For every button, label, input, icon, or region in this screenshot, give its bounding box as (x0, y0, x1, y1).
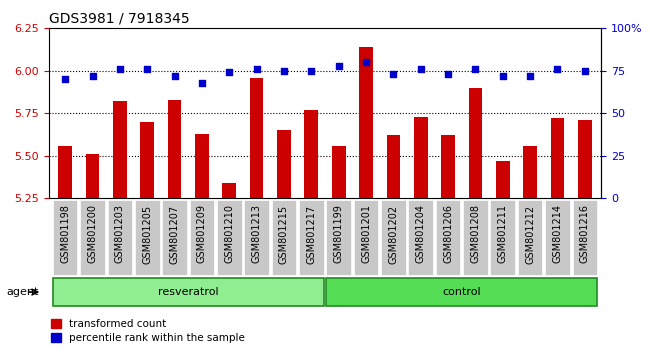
Bar (304, 110, 318, 198)
Legend: transformed count, percentile rank within the sample: transformed count, percentile rank withi… (51, 319, 245, 343)
FancyBboxPatch shape (381, 200, 406, 275)
Point (87, 73, 98, 79)
FancyBboxPatch shape (408, 200, 433, 275)
Point (525, 73, 536, 79)
Point (552, 66, 563, 72)
FancyBboxPatch shape (190, 200, 214, 275)
Point (170, 73, 180, 79)
FancyBboxPatch shape (436, 200, 460, 275)
Text: GSM801214: GSM801214 (552, 205, 562, 263)
Text: GSM801209: GSM801209 (197, 205, 207, 263)
Bar (387, 135, 400, 198)
Text: GSM801211: GSM801211 (498, 205, 508, 263)
FancyBboxPatch shape (107, 200, 132, 275)
Text: GSM801213: GSM801213 (252, 205, 261, 263)
Point (443, 72, 453, 77)
Text: GSM801202: GSM801202 (389, 205, 398, 264)
FancyBboxPatch shape (53, 200, 77, 275)
FancyBboxPatch shape (244, 200, 269, 275)
Point (142, 66, 152, 72)
FancyBboxPatch shape (326, 278, 597, 306)
Bar (140, 122, 154, 198)
Bar (277, 130, 291, 198)
Bar (86, 154, 99, 198)
Point (224, 70, 235, 75)
Point (197, 80, 207, 86)
Point (306, 68, 317, 74)
FancyBboxPatch shape (463, 200, 488, 275)
Bar (222, 183, 236, 198)
FancyBboxPatch shape (299, 200, 324, 275)
Bar (551, 118, 564, 198)
Text: GSM801203: GSM801203 (115, 205, 125, 263)
Text: GSM801200: GSM801200 (88, 205, 97, 263)
Bar (168, 100, 181, 198)
FancyBboxPatch shape (573, 200, 597, 275)
Point (470, 66, 480, 72)
Text: GSM801205: GSM801205 (142, 205, 152, 264)
Text: GSM801208: GSM801208 (471, 205, 480, 263)
FancyBboxPatch shape (162, 200, 187, 275)
Text: GSM801207: GSM801207 (170, 205, 179, 264)
Text: GSM801210: GSM801210 (224, 205, 234, 263)
Text: GSM801206: GSM801206 (443, 205, 453, 263)
Bar (58, 145, 72, 198)
FancyBboxPatch shape (518, 200, 543, 275)
Bar (523, 145, 537, 198)
Text: GSM801199: GSM801199 (333, 205, 344, 263)
Text: agent: agent (6, 287, 39, 297)
Bar (195, 134, 209, 198)
Point (361, 59, 371, 65)
FancyBboxPatch shape (217, 200, 242, 275)
Point (252, 66, 262, 72)
Text: GSM801198: GSM801198 (60, 205, 70, 263)
Bar (359, 47, 373, 198)
Bar (414, 117, 428, 198)
Point (415, 66, 426, 72)
Bar (441, 135, 455, 198)
Point (279, 68, 289, 74)
Text: control: control (443, 287, 481, 297)
Text: GSM801212: GSM801212 (525, 205, 535, 264)
Bar (496, 161, 510, 198)
FancyBboxPatch shape (354, 200, 378, 275)
FancyBboxPatch shape (272, 200, 296, 275)
Point (114, 66, 125, 72)
Text: GSM801216: GSM801216 (580, 205, 590, 263)
Point (388, 72, 398, 77)
FancyBboxPatch shape (491, 200, 515, 275)
Point (60, 76, 70, 82)
Text: GSM801217: GSM801217 (306, 205, 317, 264)
Text: resveratrol: resveratrol (158, 287, 218, 297)
FancyBboxPatch shape (326, 200, 351, 275)
FancyBboxPatch shape (135, 200, 159, 275)
FancyBboxPatch shape (80, 200, 105, 275)
Point (580, 68, 590, 74)
Bar (469, 88, 482, 198)
Point (333, 63, 344, 69)
Bar (250, 78, 263, 198)
Text: GSM801215: GSM801215 (279, 205, 289, 264)
Bar (578, 120, 592, 198)
Text: GSM801204: GSM801204 (416, 205, 426, 263)
Text: GSM801201: GSM801201 (361, 205, 371, 263)
Text: GDS3981 / 7918345: GDS3981 / 7918345 (49, 12, 189, 26)
Point (498, 73, 508, 79)
Bar (113, 101, 127, 198)
FancyBboxPatch shape (53, 278, 324, 306)
FancyBboxPatch shape (545, 200, 570, 275)
Bar (332, 145, 346, 198)
